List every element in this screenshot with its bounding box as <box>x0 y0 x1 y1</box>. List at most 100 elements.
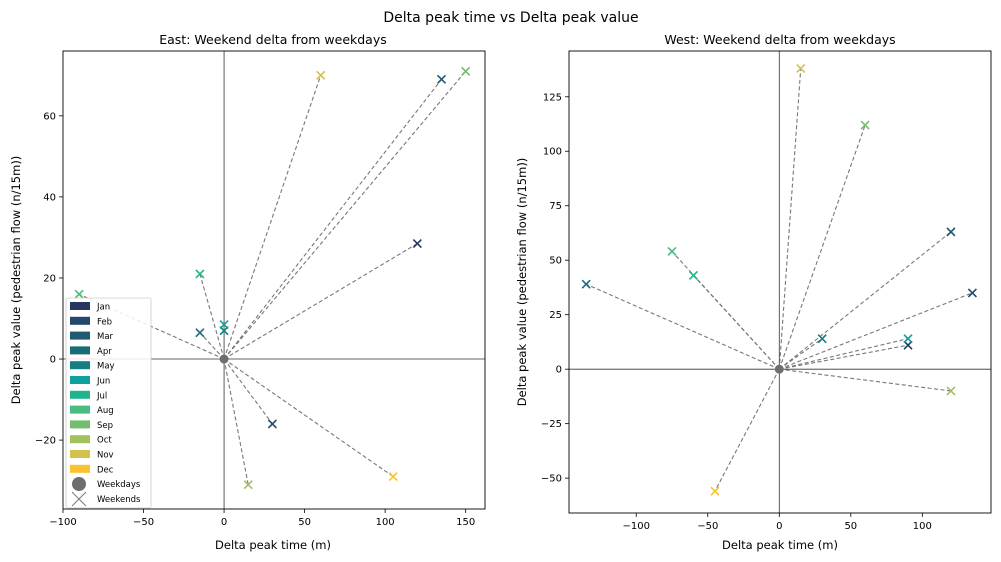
west-y-ticks: −50 −25 0 25 50 75 100 125 <box>541 92 569 485</box>
west-line-jan <box>779 344 909 370</box>
west-point-sep <box>860 120 870 130</box>
legend-swatch-may <box>70 361 90 370</box>
legend-label-oct: Oct <box>97 436 112 446</box>
west-line-mar <box>778 231 952 370</box>
west-line-jun <box>779 338 909 370</box>
east-line-feb <box>223 358 273 425</box>
west-point-aug <box>667 246 677 257</box>
west-point-mar <box>946 227 956 237</box>
east-point-jan <box>412 238 422 249</box>
east-point-mar <box>436 74 447 84</box>
legend-swatch-aug <box>70 405 90 414</box>
west-x-tick-label: −50 <box>697 521 718 532</box>
east-y-tick-label: 40 <box>43 192 56 203</box>
west-line-aug <box>671 251 780 370</box>
west-y-tick-label: 125 <box>543 92 562 103</box>
legend-label-may: May <box>97 362 115 372</box>
west-axes-frame <box>568 50 992 514</box>
east-line-mar <box>223 79 442 360</box>
east-point-sep <box>461 66 471 76</box>
legend-label-nov: Nov <box>97 451 114 461</box>
west-plot-content <box>569 51 991 513</box>
legend-swatch-mar <box>70 331 90 340</box>
east-x-tick-label: 150 <box>456 517 475 528</box>
west-line-feb <box>779 292 973 370</box>
legend-label-feb: Feb <box>97 317 112 327</box>
west-y-tick-label: 0 <box>556 365 562 376</box>
east-line-oct <box>223 358 249 485</box>
west-line-dec <box>714 368 780 492</box>
figure-suptitle: Delta peak time vs Delta peak value <box>383 10 638 26</box>
east-point-jun <box>219 320 229 330</box>
east-x-tick-label: 50 <box>298 517 311 528</box>
west-x-tick-label: −100 <box>622 521 649 532</box>
west-point-may <box>817 334 827 344</box>
west-point-apr <box>581 279 591 289</box>
east-y-tick-label: −20 <box>35 436 56 447</box>
legend-month-entries: Jan Feb Mar Apr May Jun Jul Aug Sep Oct Nov Dec <box>70 302 115 475</box>
west-y-tick-label: −25 <box>541 419 562 430</box>
east-y-tick-label: 60 <box>43 111 56 122</box>
west-line-may <box>778 338 823 370</box>
legend-swatch-sep <box>70 420 90 429</box>
legend-weekends-label: Weekends <box>97 495 141 505</box>
west-x-tick-label: 50 <box>844 521 857 532</box>
west-line-sep <box>778 124 866 370</box>
east-point-jul <box>195 269 205 279</box>
east-line-nov <box>223 75 322 360</box>
legend-swatch-jun <box>70 376 90 384</box>
east-point-dec <box>388 472 398 482</box>
west-panel: West: Weekend delta from weekdays −100 −5… <box>515 32 992 552</box>
east-title: East: Weekend delta from weekdays <box>159 32 387 47</box>
west-x-tick-label: 100 <box>913 521 932 532</box>
legend-label-dec: Dec <box>97 465 114 475</box>
east-point-aug <box>74 289 84 299</box>
west-weekday-point <box>774 364 784 374</box>
legend-label-mar: Mar <box>97 332 114 342</box>
east-x-tick-label: −100 <box>49 517 76 528</box>
east-weekday-point <box>219 354 229 364</box>
east-point-oct <box>243 480 253 490</box>
east-legend: Jan Feb Mar Apr May Jun Jul Aug Sep Oct Nov Dec Wee… <box>65 297 152 509</box>
west-line-oct <box>779 368 952 392</box>
east-x-tick-label: 0 <box>221 517 227 528</box>
east-x-tick-label: 100 <box>376 517 395 528</box>
west-x-label: Delta peak time (m) <box>722 538 838 552</box>
legend-swatch-feb <box>70 316 90 325</box>
west-point-nov <box>796 63 806 73</box>
east-y-label: Delta peak value (pedestrian flow (n/15m… <box>9 156 23 405</box>
legend-swatch-oct <box>70 435 90 444</box>
east-panel: East: Weekend delta from weekdays −100 −5… <box>9 32 486 552</box>
east-x-label: Delta peak time (m) <box>215 538 331 552</box>
west-point-oct <box>946 386 956 396</box>
east-line-jul <box>199 273 225 360</box>
west-y-tick-label: 100 <box>543 147 562 158</box>
west-y-tick-label: 25 <box>549 310 562 321</box>
west-point-dec <box>710 486 720 496</box>
east-y-tick-label: 0 <box>50 355 56 366</box>
legend-swatch-dec <box>70 464 90 473</box>
legend-weekdays-label: Weekdays <box>97 480 141 490</box>
west-line-nov <box>778 68 802 370</box>
east-x-tick-label: −50 <box>133 517 154 528</box>
legend-swatch-apr <box>70 346 90 355</box>
west-y-tick-label: 75 <box>549 201 562 212</box>
east-line-apr <box>199 332 225 360</box>
west-line-apr <box>585 283 780 370</box>
east-y-ticks: −20 0 20 40 60 <box>35 111 63 447</box>
legend-swatch-jan <box>70 302 90 310</box>
legend-weekends-marker <box>71 491 87 507</box>
legend-swatch-nov <box>70 450 90 458</box>
west-point-feb <box>967 288 977 298</box>
legend-label-aug: Aug <box>97 406 114 416</box>
legend-label-jan: Jan <box>96 303 110 313</box>
east-point-apr <box>195 328 205 338</box>
legend-label-sep: Sep <box>97 421 113 431</box>
west-title: West: Weekend delta from weekdays <box>664 32 895 47</box>
east-point-nov <box>316 70 326 80</box>
legend-swatch-jul <box>70 390 90 399</box>
east-point-feb <box>267 419 277 429</box>
east-line-dec <box>223 358 394 478</box>
legend-weekdays-marker <box>72 477 86 491</box>
